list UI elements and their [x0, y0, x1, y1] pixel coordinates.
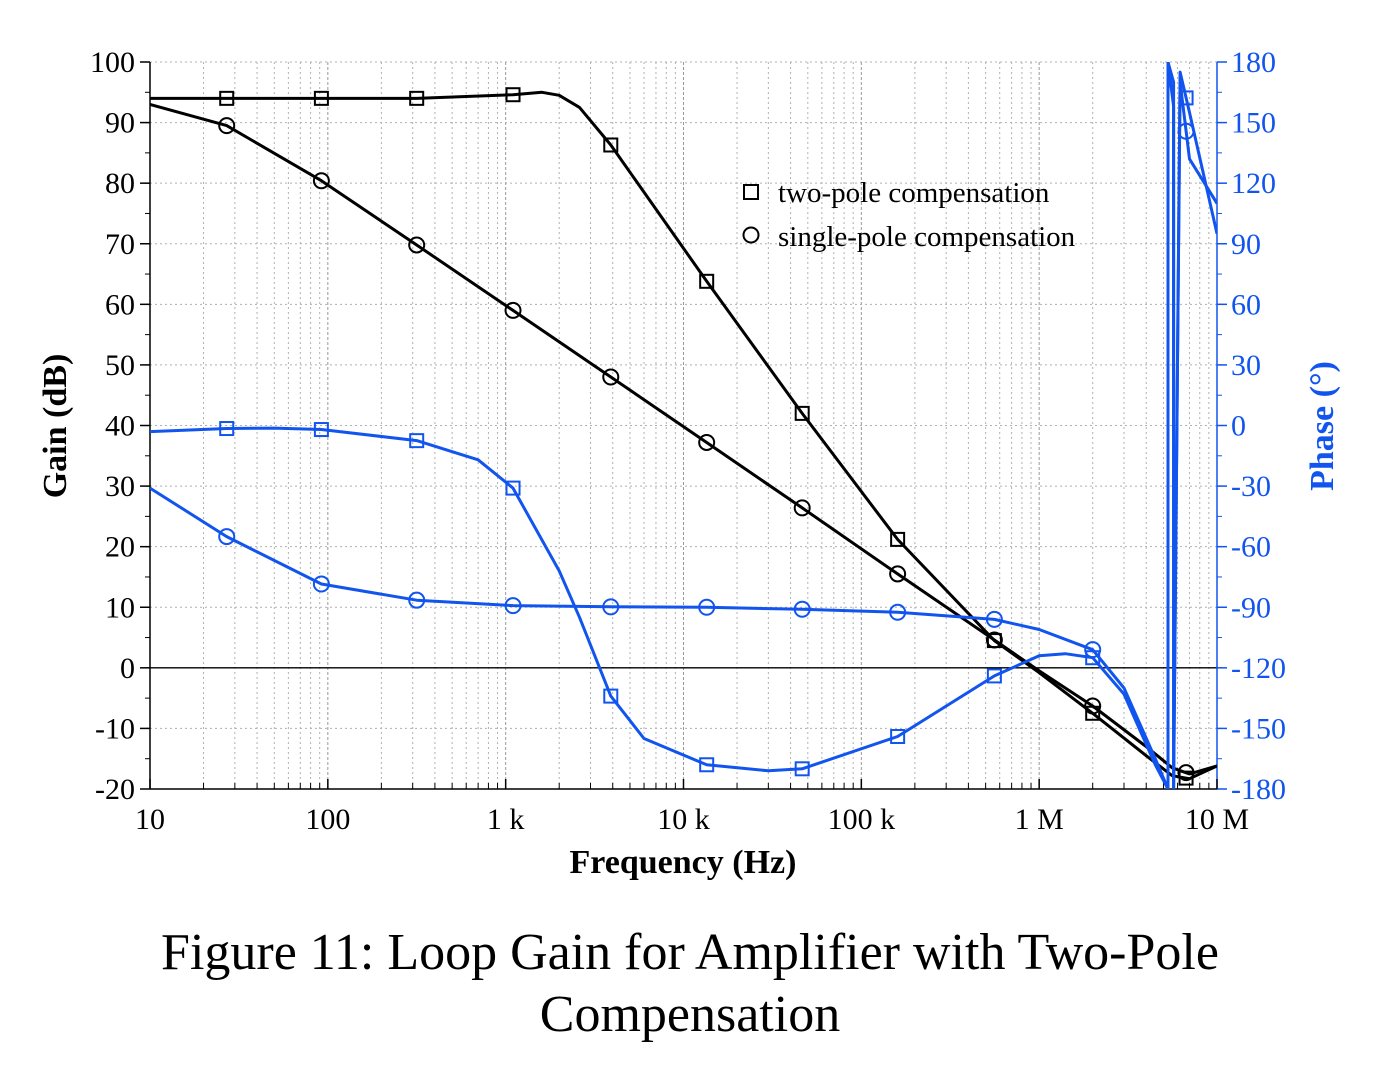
data-point-square: [890, 728, 906, 744]
data-point-square: [603, 688, 619, 704]
data-point-circle: [985, 631, 1003, 649]
data-point-square: [890, 531, 906, 547]
y2-tick-label: 60: [1231, 288, 1261, 321]
y-tick-label: 40: [105, 410, 135, 443]
y-tick-label: 20: [105, 531, 135, 564]
x-tick-label: 1 k: [487, 803, 525, 836]
y-tick-label: 60: [105, 288, 135, 321]
data-point-circle: [698, 433, 716, 451]
data-point-circle: [793, 600, 811, 618]
series-line-gain-square: [150, 90, 1217, 781]
data-point-square: [219, 421, 235, 437]
data-point-circle: [793, 499, 811, 517]
data-point-circle: [602, 598, 620, 616]
data-point-circle: [889, 603, 907, 621]
data-point-square: [986, 668, 1002, 684]
data-point-square: [505, 480, 521, 496]
series-gain-circle: [150, 102, 1217, 782]
y2-tick-label: -30: [1231, 470, 1271, 503]
y2-tick-label: -60: [1231, 531, 1271, 564]
y-tick-label: 10: [105, 591, 135, 624]
data-point-circle: [218, 528, 236, 546]
x-tick-label: 10: [135, 803, 165, 836]
y-tick-label: 80: [105, 167, 135, 200]
series-gain-square: [150, 87, 1217, 786]
data-point-square: [505, 87, 521, 103]
axes: [140, 61, 1227, 790]
caption-line-1: Figure 11: Loop Gain for Amplifier with …: [161, 924, 1219, 981]
data-point-circle: [602, 368, 620, 386]
legend-circle-marker: [742, 226, 760, 244]
y2-tick-label: 0: [1231, 410, 1246, 443]
y2-tick-label: 180: [1231, 46, 1276, 79]
data-point-square: [699, 273, 715, 289]
legend: two-pole compensation single-pole compen…: [742, 177, 1076, 253]
y2-tick-label: 150: [1231, 107, 1276, 140]
data-point-circle: [504, 301, 522, 319]
data-point-circle: [312, 172, 330, 190]
series-layer: [150, 62, 1217, 789]
x-axis-title: Frequency (Hz): [570, 844, 797, 881]
data-point-circle: [1084, 697, 1102, 715]
data-point-square: [699, 757, 715, 773]
data-point-circle: [698, 598, 716, 616]
data-point-square: [219, 90, 235, 106]
data-point-square: [313, 90, 329, 106]
y-tick-label: 70: [105, 228, 135, 261]
data-point-circle: [889, 565, 907, 583]
legend-square-marker: [743, 184, 759, 200]
y2-tick-label: 90: [1231, 228, 1261, 261]
loop-gain-chart: 1009080706050403020100-10-20180150120906…: [37, 46, 1341, 881]
data-point-square: [794, 405, 810, 421]
data-point-circle: [312, 575, 330, 593]
y2-tick-label: 120: [1231, 167, 1276, 200]
y-axis-title: Gain (dB): [37, 354, 74, 499]
series-line-phase-square: [150, 62, 1217, 789]
legend-label-single-pole: single-pole compensation: [778, 221, 1076, 253]
caption-line-2: Compensation: [539, 986, 841, 1043]
figure-caption: Figure 11: Loop Gain for Amplifier with …: [0, 922, 1380, 1046]
data-point-circle: [408, 591, 426, 609]
x-tick-label: 10 k: [657, 803, 710, 836]
y-tick-label: 100: [90, 46, 135, 79]
data-point-circle: [1177, 122, 1195, 140]
data-point-square: [409, 90, 425, 106]
data-point-circle: [408, 236, 426, 254]
x-tick-label: 1 M: [1015, 803, 1064, 836]
series-line-gain-circle: [150, 102, 1217, 776]
y-tick-label: 30: [105, 470, 135, 503]
data-point-circle: [504, 597, 522, 615]
legend-label-two-pole: two-pole compensation: [778, 177, 1050, 209]
x-tick-label: 10 M: [1185, 803, 1249, 836]
series-phase-circle: [150, 62, 1217, 789]
data-point-circle: [218, 117, 236, 135]
tick-labels: 1009080706050403020100-10-20180150120906…: [90, 46, 1286, 836]
y-tick-label: 50: [105, 349, 135, 382]
y2-tick-label: -90: [1231, 591, 1271, 624]
data-point-circle: [1084, 641, 1102, 659]
data-point-circle: [1177, 764, 1195, 782]
data-point-circle: [985, 610, 1003, 628]
y2-tick-label: -120: [1231, 652, 1286, 685]
x-tick-label: 100: [305, 803, 350, 836]
series-line-phase-circle: [150, 62, 1217, 789]
data-point-square: [409, 433, 425, 449]
y-tick-label: -20: [95, 773, 135, 806]
y2-tick-label: -150: [1231, 712, 1286, 745]
data-point-square: [313, 422, 329, 438]
y2-axis-title: Phase (°): [1304, 361, 1341, 491]
y2-tick-label: 30: [1231, 349, 1261, 382]
y-tick-label: 0: [120, 652, 135, 685]
y2-tick-label: -180: [1231, 773, 1286, 806]
y-tick-label: 90: [105, 107, 135, 140]
y-tick-label: -10: [95, 712, 135, 745]
x-tick-label: 100 k: [828, 803, 896, 836]
data-point-square: [603, 137, 619, 153]
data-point-square: [794, 761, 810, 777]
